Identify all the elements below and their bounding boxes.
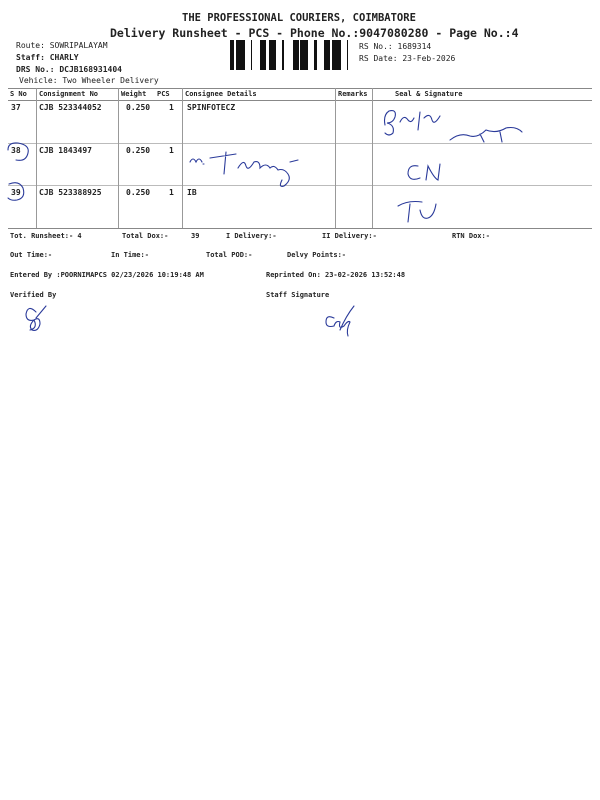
barcode-bar: [264, 40, 266, 70]
reprinted-on: Reprinted On: 23-02-2026 13:52:48: [266, 271, 406, 279]
total-dox-value: 39: [191, 232, 200, 240]
col-divider: [118, 88, 119, 228]
barcode-bar: [314, 40, 317, 70]
barcode-bar: [269, 40, 270, 70]
total-pod: Total POD:-: [206, 251, 253, 259]
barcode-bar: [335, 40, 336, 70]
row-weight: 0.250: [126, 103, 151, 112]
row-consignee: IB: [187, 188, 197, 197]
col-weight: Weight: [121, 90, 147, 98]
col-consignment: Consignment No: [39, 90, 99, 98]
barcode-bar: [347, 40, 348, 70]
barcode-bar: [326, 40, 329, 70]
company-title: THE PROFESSIONAL COURIERS, COIMBATORE: [182, 12, 416, 24]
table-top-border: [8, 88, 592, 89]
barcode-bar: [260, 40, 263, 70]
tot-runsheet: Tot. Runsheet:- 4: [10, 232, 82, 240]
barcode-bar: [294, 40, 296, 70]
row-divider: [8, 143, 592, 144]
entered-by: Entered By :POORNIMAPCS 02/23/2026 10:19…: [10, 271, 204, 279]
barcode-bar: [270, 40, 272, 70]
runsheet-subtitle: Delivery Runsheet - PCS - Phone No.:9047…: [110, 26, 519, 40]
barcode-bar: [272, 40, 275, 70]
verified-by-label: Verified By: [10, 291, 57, 299]
table-header-border: [8, 100, 592, 101]
staff: Staff: CHARLY: [16, 53, 79, 62]
barcode-bar: [251, 40, 252, 70]
barcode-bar: [300, 40, 302, 70]
signature-row-38-consignee: [189, 151, 299, 187]
barcode-bar: [242, 40, 245, 70]
row-weight: 0.250: [126, 146, 151, 155]
delvy-points: Delvy Points:-: [287, 251, 347, 259]
barcode-bar: [233, 40, 234, 70]
barcode-bar: [302, 40, 305, 70]
handwritten-circle-39: [7, 182, 25, 201]
barcode-bar: [336, 40, 338, 70]
i-delivery: I Delivery:-: [226, 232, 277, 240]
route: Route: SOWRIPALAYAM: [16, 41, 108, 50]
barcode: [230, 40, 348, 70]
col-divider: [372, 88, 373, 228]
barcode-bar: [329, 40, 330, 70]
row-pcs: 1: [169, 146, 174, 155]
signature-row-38: [407, 163, 441, 181]
out-time: Out Time:-: [10, 251, 53, 259]
signature-row-37: [383, 110, 523, 143]
barcode-bar: [240, 40, 242, 70]
barcode-bar: [275, 40, 276, 70]
barcode-bar: [324, 40, 326, 70]
col-sno: S No: [10, 90, 27, 98]
barcode-bar: [230, 40, 233, 70]
verified-by-signature: [25, 305, 47, 331]
barcode-bar: [296, 40, 299, 70]
table-bottom-border: [8, 228, 592, 229]
col-pcs: PCS: [157, 90, 170, 98]
barcode-bar: [306, 40, 308, 70]
col-consignee: Consignee Details: [185, 90, 257, 98]
barcode-bar: [236, 40, 239, 70]
row-pcs: 1: [169, 103, 174, 112]
barcode-bar: [282, 40, 284, 70]
ii-delivery: II Delivery:-: [322, 232, 377, 240]
col-divider: [182, 88, 183, 228]
barcode-bar: [293, 40, 294, 70]
col-divider: [335, 88, 336, 228]
row-sno: 37: [11, 103, 21, 112]
total-dox-label: Total Dox:-: [122, 232, 169, 240]
barcode-bar: [305, 40, 306, 70]
handwritten-circle-38: [7, 142, 29, 161]
staff-signature-mark: [325, 305, 355, 337]
col-seal-signature: Seal & Signature: [395, 90, 463, 98]
col-remarks: Remarks: [338, 90, 368, 98]
col-divider: [36, 88, 37, 228]
drs-no: DRS No.: DCJB168931404: [16, 65, 122, 74]
row-consignee: SPINFOTECZ: [187, 103, 236, 112]
staff-signature-label: Staff Signature: [266, 291, 330, 299]
row-sno: 38: [11, 146, 21, 155]
barcode-bar: [338, 40, 341, 70]
row-weight: 0.250: [126, 188, 151, 197]
rs-no: RS No.: 1689314: [359, 42, 432, 51]
row-pcs: 1: [169, 188, 174, 197]
row-consignment: CJB 1843497: [39, 146, 92, 155]
rs-date: RS Date: 23-Feb-2026: [359, 54, 456, 63]
row-divider: [8, 185, 592, 186]
barcode-bar: [263, 40, 264, 70]
row-consignment: CJB 523388925: [39, 188, 102, 197]
rtn-dox: RTN Dox:-: [452, 232, 490, 240]
vehicle: Vehicle: Two Wheeler Delivery: [19, 76, 159, 85]
row-consignment: CJB 523344052: [39, 103, 102, 112]
barcode-bar: [239, 40, 240, 70]
in-time: In Time:-: [111, 251, 149, 259]
barcode-bar: [332, 40, 335, 70]
signature-row-39: [397, 200, 437, 223]
row-sno: 39: [11, 188, 21, 197]
